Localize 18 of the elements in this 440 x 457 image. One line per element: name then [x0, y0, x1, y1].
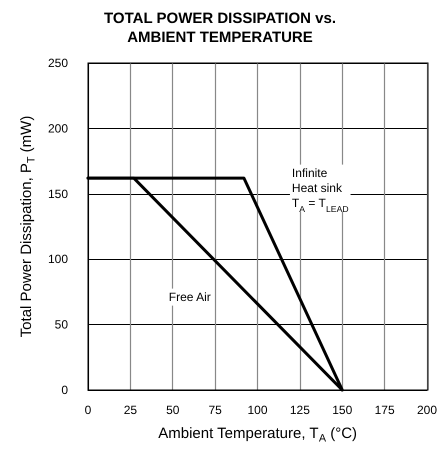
y-tick-label: 200 [48, 121, 68, 136]
y-tick-label: 100 [48, 252, 68, 266]
x-tick-label: 50 [166, 403, 180, 417]
y-tick-label: 150 [48, 186, 68, 201]
chart-title: TOTAL POWER DISSIPATION vs. AMBIENT TEMPERATURE [104, 10, 336, 46]
y-tick-label: 250 [48, 56, 68, 70]
y-tick-label: 0 [61, 383, 68, 397]
x-tick-label: 125 [290, 403, 310, 417]
x-tick-label: 75 [208, 403, 222, 417]
series-label: Free Air [168, 290, 211, 304]
x-tick-label: 100 [247, 403, 268, 417]
x-tick-label: 200 [416, 403, 438, 417]
x-tick-label: 150 [332, 403, 353, 417]
y-tick-label: 50 [54, 318, 68, 332]
x-tick-label: 175 [374, 403, 395, 417]
x-tick-label: 25 [124, 403, 138, 417]
x-tick-label: 0 [84, 403, 92, 417]
y-axis-title: Total Power Dissipation, PT (mW) [18, 116, 38, 338]
